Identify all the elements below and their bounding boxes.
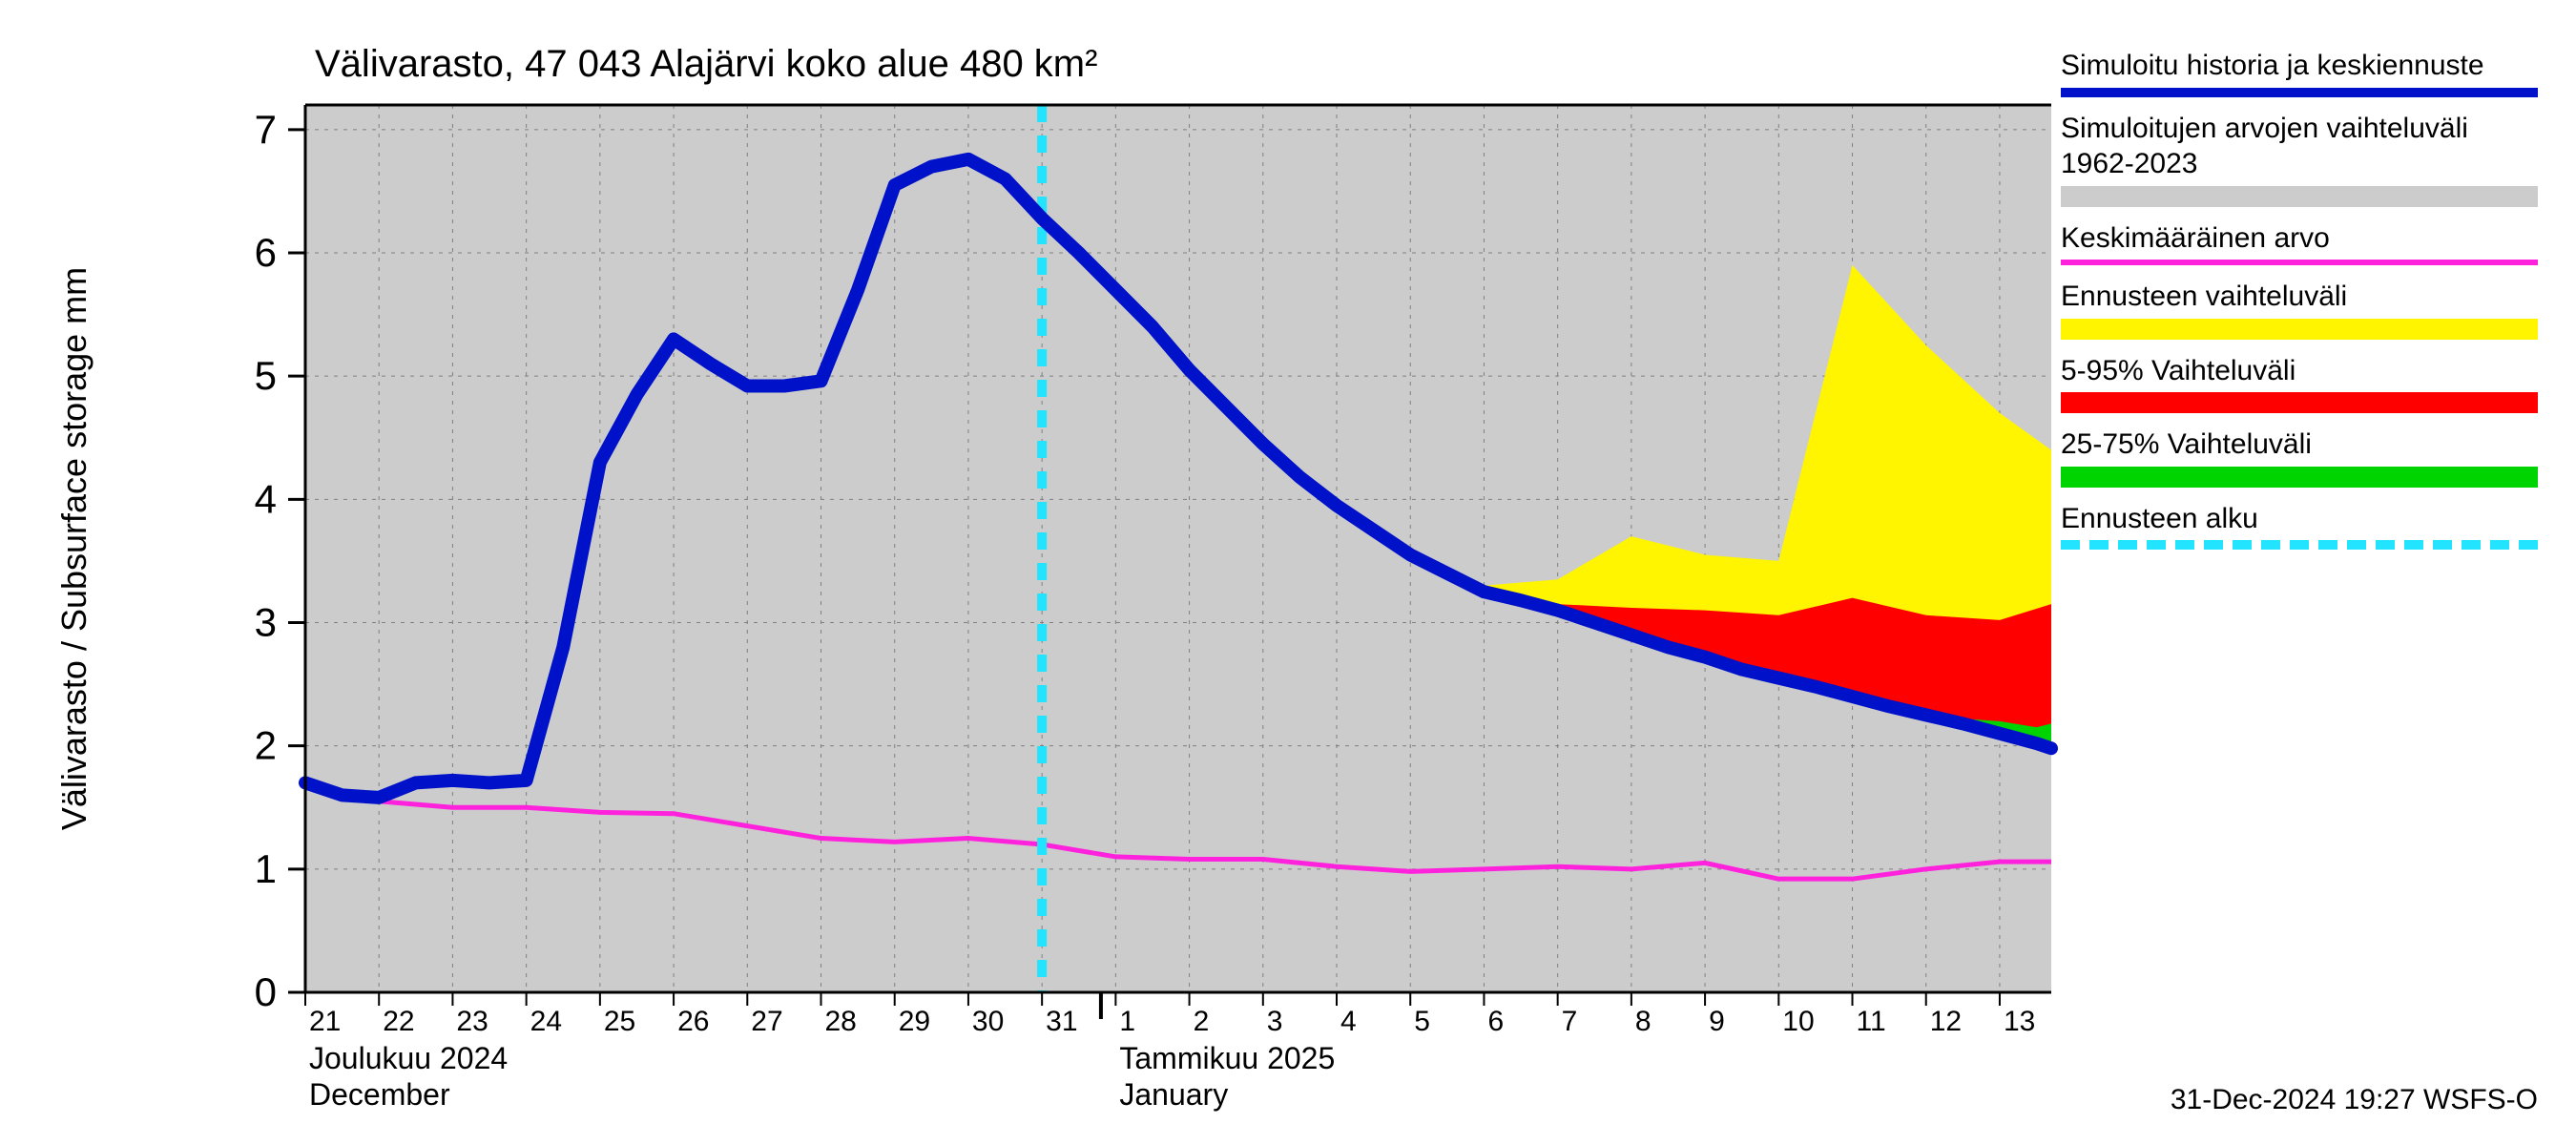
x-tick-label: 3 — [1267, 1006, 1283, 1037]
x-tick-label: 31 — [1046, 1006, 1077, 1037]
y-tick-label: 3 — [255, 600, 277, 645]
legend-swatch — [2061, 392, 2538, 413]
x-tick-label: 23 — [456, 1006, 488, 1037]
x-tick-label: 22 — [383, 1006, 414, 1037]
x-tick-label: 12 — [1930, 1006, 1962, 1037]
month-label-1: Tammikuu 2025 — [1119, 1041, 1335, 1075]
x-tick-label: 10 — [1782, 1006, 1814, 1037]
x-tick-label: 30 — [972, 1006, 1004, 1037]
legend-item: 5-95% Vaihteluväli — [2061, 353, 2538, 414]
legend-label: Ennusteen alku — [2061, 501, 2538, 537]
y-tick-label: 4 — [255, 476, 277, 521]
x-tick-label: 7 — [1562, 1006, 1578, 1037]
legend-swatch — [2061, 186, 2538, 207]
y-tick-label: 2 — [255, 723, 277, 768]
legend-swatch — [2061, 260, 2538, 265]
legend-label: Ennusteen vaihteluväli — [2061, 279, 2538, 315]
legend-swatch — [2061, 88, 2538, 97]
x-tick-label: 28 — [825, 1006, 857, 1037]
legend-item: Simuloitujen arvojen vaihteluväli 1962-2… — [2061, 111, 2538, 207]
month-label-1: Joulukuu 2024 — [309, 1041, 508, 1075]
x-tick-label: 21 — [309, 1006, 341, 1037]
legend-swatch — [2061, 467, 2538, 488]
x-tick-label: 26 — [677, 1006, 709, 1037]
x-tick-label: 29 — [899, 1006, 930, 1037]
x-tick-label: 24 — [530, 1006, 562, 1037]
legend-item: 25-75% Vaihteluväli — [2061, 427, 2538, 488]
x-tick-label: 9 — [1709, 1006, 1725, 1037]
legend-item: Keskimääräinen arvo — [2061, 220, 2538, 266]
y-tick-label: 1 — [255, 846, 277, 891]
legend-label: Keskimääräinen arvo — [2061, 220, 2538, 257]
y-axis-label: Välivarasto / Subsurface storage mm — [54, 267, 93, 830]
x-tick-label: 8 — [1635, 1006, 1652, 1037]
legend-label: Simuloitujen arvojen vaihteluväli 1962-2… — [2061, 111, 2538, 182]
x-tick-label: 25 — [604, 1006, 635, 1037]
x-tick-label: 11 — [1857, 1006, 1886, 1037]
x-tick-label: 4 — [1340, 1006, 1357, 1037]
x-tick-label: 6 — [1487, 1006, 1504, 1037]
y-tick-label: 5 — [255, 353, 277, 398]
chart-title: Välivarasto, 47 043 Alajärvi koko alue 4… — [315, 43, 1097, 85]
y-tick-label: 0 — [255, 969, 277, 1014]
x-tick-label: 13 — [2004, 1006, 2035, 1037]
timestamp: 31-Dec-2024 19:27 WSFS-O — [2171, 1084, 2538, 1116]
chart-wrapper: 0123456721222324252627282930311234567891… — [0, 0, 2576, 1145]
x-tick-label: 1 — [1119, 1006, 1135, 1037]
legend: Simuloitu historia ja keskiennuste Simulo… — [2061, 48, 2538, 563]
legend-swatch — [2061, 319, 2538, 340]
legend-swatch — [2061, 540, 2538, 550]
y-tick-label: 7 — [255, 107, 277, 152]
legend-label: 25-75% Vaihteluväli — [2061, 427, 2538, 463]
x-tick-label: 27 — [751, 1006, 782, 1037]
legend-label: Simuloitu historia ja keskiennuste — [2061, 48, 2538, 84]
x-tick-label: 2 — [1194, 1006, 1210, 1037]
legend-label: 5-95% Vaihteluväli — [2061, 353, 2538, 389]
legend-item: Simuloitu historia ja keskiennuste — [2061, 48, 2538, 97]
month-label-2: December — [309, 1077, 450, 1112]
x-tick-label: 5 — [1414, 1006, 1430, 1037]
legend-item: Ennusteen alku — [2061, 501, 2538, 551]
y-tick-label: 6 — [255, 230, 277, 275]
month-label-2: January — [1119, 1077, 1228, 1112]
legend-item: Ennusteen vaihteluväli — [2061, 279, 2538, 340]
